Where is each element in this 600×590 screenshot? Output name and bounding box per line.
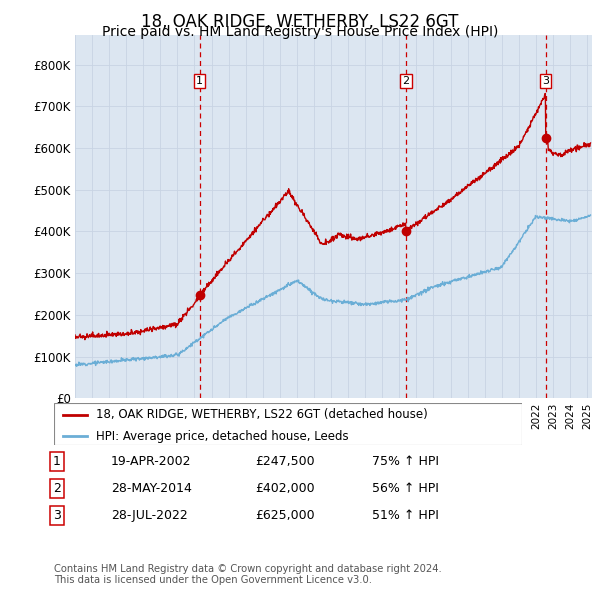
- Text: 1: 1: [53, 455, 61, 468]
- Text: Contains HM Land Registry data © Crown copyright and database right 2024.
This d: Contains HM Land Registry data © Crown c…: [54, 563, 442, 585]
- Text: 3: 3: [542, 76, 549, 86]
- Text: 2: 2: [53, 482, 61, 495]
- FancyBboxPatch shape: [54, 403, 522, 445]
- Text: 3: 3: [53, 509, 61, 522]
- Text: 75% ↑ HPI: 75% ↑ HPI: [372, 455, 439, 468]
- Text: HPI: Average price, detached house, Leeds: HPI: Average price, detached house, Leed…: [96, 430, 349, 442]
- Text: 28-MAY-2014: 28-MAY-2014: [111, 482, 192, 495]
- Text: Price paid vs. HM Land Registry's House Price Index (HPI): Price paid vs. HM Land Registry's House …: [102, 25, 498, 40]
- Text: 51% ↑ HPI: 51% ↑ HPI: [372, 509, 439, 522]
- Text: 56% ↑ HPI: 56% ↑ HPI: [372, 482, 439, 495]
- Text: £247,500: £247,500: [255, 455, 314, 468]
- Text: 1: 1: [196, 76, 203, 86]
- Text: 18, OAK RIDGE, WETHERBY, LS22 6GT: 18, OAK RIDGE, WETHERBY, LS22 6GT: [142, 13, 458, 31]
- Text: 28-JUL-2022: 28-JUL-2022: [111, 509, 188, 522]
- Text: 18, OAK RIDGE, WETHERBY, LS22 6GT (detached house): 18, OAK RIDGE, WETHERBY, LS22 6GT (detac…: [96, 408, 428, 421]
- Text: 19-APR-2002: 19-APR-2002: [111, 455, 191, 468]
- Text: £625,000: £625,000: [255, 509, 314, 522]
- Text: £402,000: £402,000: [255, 482, 314, 495]
- Text: 2: 2: [402, 76, 409, 86]
